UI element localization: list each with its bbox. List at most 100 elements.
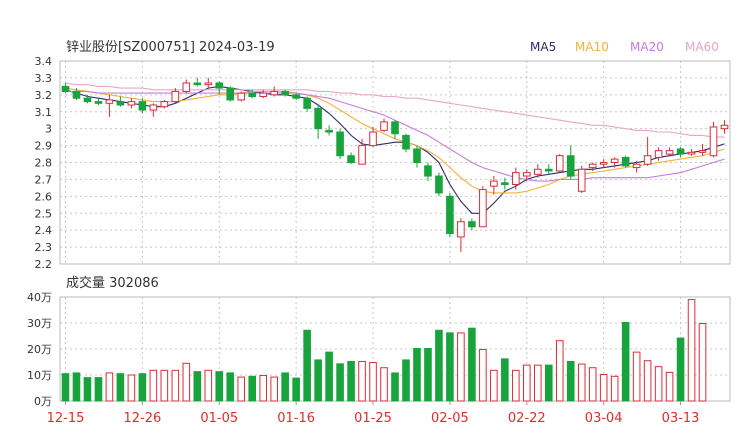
candle [182,79,191,94]
candle-body [435,175,443,194]
candle [72,88,81,100]
volume-bar [544,364,553,402]
candle-body [599,162,608,165]
chart-title: 锌业股份[SZ000751] 2024-03-19 [66,40,275,55]
x-tick-label: 03-04 [585,411,623,426]
volume-bar [479,349,487,402]
candle [435,172,443,197]
volume-y-tick: 0万 [34,395,52,408]
volume-y-tick: 30万 [27,317,52,330]
volume-bar [336,363,344,402]
volume-bar [501,358,509,402]
volume-bar [347,360,355,402]
volume-bar [204,369,213,402]
price-y-tick: 3.4 [35,55,53,68]
x-tick-label: 03-13 [662,411,700,426]
candle-body [490,180,498,187]
price-y-tick: 3.1 [35,106,53,119]
candle [676,147,685,158]
volume-bar [698,323,707,402]
candle [193,77,202,87]
candle-body [281,90,289,96]
candle [61,82,70,94]
volume-bar [588,367,597,402]
volume-y-tick: 10万 [27,369,52,382]
candle [544,164,553,175]
candle-body [314,107,322,130]
candle-body [248,92,257,98]
volume-bar [248,375,257,402]
x-tick-label: 12-15 [47,411,85,426]
volume-bar [457,332,465,402]
candle [83,94,92,104]
volume-bar [676,337,685,402]
volume-y-tick: 40万 [27,291,52,304]
volume-bar [577,363,586,402]
volume-bar [259,375,267,402]
candle-body [621,156,630,167]
volume-bar [621,321,630,402]
candle-body [160,101,169,108]
legend-item-ma5: MA5 [530,40,556,54]
candle-body [446,195,454,235]
candle [566,145,575,180]
candle-body [698,150,707,153]
candle [160,99,169,109]
candle-body [204,82,213,86]
candlesticks [61,77,729,253]
candle [501,177,509,190]
candle-body [347,155,355,164]
volume-bar [533,364,542,402]
candle-body [479,189,487,228]
candle [138,98,147,114]
volume-bar [523,364,531,402]
candle-body [138,101,147,111]
volume-bar [402,359,410,402]
x-tick-label: 02-22 [508,411,546,426]
candle [325,125,333,136]
price-y-axis: 3.4 3.3 3.2 3.1 3 2.9 2.8 2.7 2.6 2.5 2.4 2.3 2.2 [35,55,53,271]
candle [402,133,410,153]
volume-bar [116,373,125,402]
x-tick-label: 01-05 [200,411,238,426]
candle-body [61,85,70,92]
candle-body [687,151,696,155]
candle-body [588,163,597,169]
volume-bar [281,372,289,402]
volume-bar [215,371,224,402]
candle [577,165,586,193]
candle-body [226,87,235,101]
candle-body [380,121,388,131]
candle [204,77,213,89]
volume-bar [358,360,366,402]
candle-body [270,90,278,96]
volume-bar [665,371,674,402]
x-axis: 12-15 12-26 01-05 01-16 01-25 02-05 02-22 03-04… [47,401,700,426]
candle [523,169,531,182]
candle [105,94,114,117]
candle-body [413,148,421,163]
candle [369,126,377,148]
volume-bar [160,369,169,402]
candle-body [292,94,300,99]
candle [555,154,564,173]
candle-body [259,92,267,98]
candle [479,186,487,228]
candle [413,145,421,168]
price-y-tick: 2.5 [35,207,53,220]
candle-body [665,150,674,155]
volume-bar [446,332,454,402]
candle [665,147,674,156]
candle [127,98,136,109]
volume-bar [512,369,520,402]
volume-bar [325,351,333,402]
volume-bar [380,367,388,402]
price-y-tick: 3 [45,123,52,136]
candle-body [654,150,663,158]
candle [215,81,224,95]
candle-body [336,131,344,157]
volume-bar [303,329,311,402]
candle [610,157,619,168]
volume-bar [171,369,180,402]
price-y-tick: 2.6 [35,190,53,203]
